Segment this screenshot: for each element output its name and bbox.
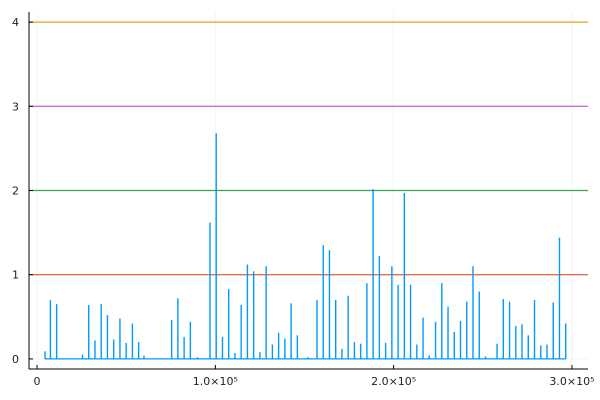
- axes: [28, 12, 588, 370]
- x-tick-label: 2.0×10⁵: [371, 375, 416, 388]
- y-tick-label: 0: [12, 353, 19, 366]
- y-tick-label: 4: [12, 16, 19, 29]
- tick-labels: 0 1.0×10⁵ 2.0×10⁵ 3.0×10⁵ 0 1 2 3 4: [12, 16, 595, 388]
- x-tick-label: 3.0×10⁵: [549, 375, 594, 388]
- x-tick-label: 1.0×10⁵: [193, 375, 238, 388]
- y-tick-label: 1: [12, 269, 19, 282]
- y-tick-label: 2: [12, 185, 19, 198]
- y-tick-label: 3: [12, 100, 19, 113]
- x-tick-label: 0: [34, 375, 41, 388]
- series-spikes: [44, 133, 567, 360]
- reference-lines: [29, 21, 588, 276]
